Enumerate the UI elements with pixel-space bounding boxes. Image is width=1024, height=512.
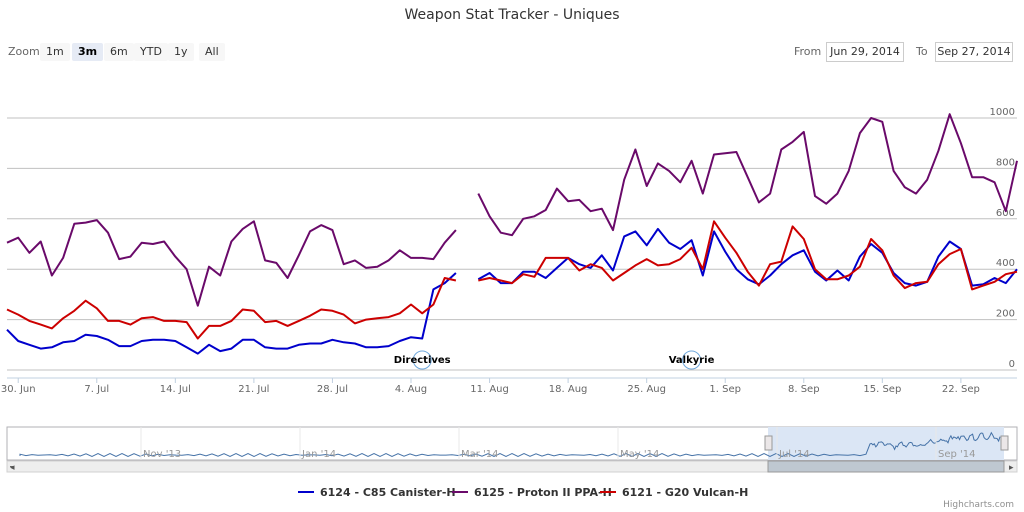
- scrollbar-track[interactable]: [6, 460, 1018, 473]
- navigator[interactable]: Nov '13 Jan '14 Mar '14 May '14 Jul '14 Sep '…: [6, 426, 1018, 473]
- x-tick-label: 22. Sep: [942, 384, 980, 395]
- x-tick-label: 21. Jul: [238, 384, 269, 395]
- navigator-handle-left[interactable]: [764, 435, 773, 451]
- navigator-label: Jul '14: [778, 449, 810, 460]
- navigator-label: Nov '13: [143, 449, 181, 460]
- y-tick-label: 1000: [990, 107, 1015, 118]
- series-line-1[interactable]: [6, 227, 1018, 355]
- x-tick-label: 28. Jul: [317, 384, 348, 395]
- to-date-input[interactable]: Sep 27, 2014: [935, 42, 1013, 62]
- y-tick-label: 800: [996, 157, 1015, 168]
- flag-marker[interactable]: [412, 350, 432, 370]
- x-tick-label: 30. Jun: [1, 384, 36, 395]
- x-tick-label: 11. Aug: [470, 384, 509, 395]
- x-tick-label: 4. Aug: [395, 384, 427, 395]
- zoom-button-all[interactable]: All: [199, 43, 225, 61]
- legend-swatch-series-3: [600, 491, 616, 493]
- x-tick-label: 8. Sep: [788, 384, 820, 395]
- scrollbar-thumb[interactable]: [767, 460, 1005, 473]
- x-tick-label: 1. Sep: [709, 384, 741, 395]
- zoom-button-1m[interactable]: 1m: [40, 43, 70, 61]
- credits-link[interactable]: Highcharts.com: [943, 500, 1014, 510]
- scroll-right-icon[interactable]: ▸: [1009, 463, 1014, 473]
- series-line-3[interactable]: [6, 220, 1018, 340]
- y-axis-ticks: 0 200 400 600 800 1000: [990, 107, 1015, 370]
- zoom-button-ytd[interactable]: YTD: [134, 43, 168, 61]
- series-lines: [6, 113, 1018, 355]
- legend-label-series-2: 6125 - Proton II PPA-H: [474, 486, 612, 499]
- zoom-button-3m[interactable]: 3m: [72, 43, 104, 61]
- navigator-label: May '14: [620, 449, 659, 460]
- event-flags: Directives Valkyrie: [394, 350, 715, 370]
- to-label: To: [916, 45, 928, 58]
- y-tick-label: 600: [996, 208, 1015, 219]
- y-tick-label: 0: [1009, 359, 1015, 370]
- navigator-label: Mar '14: [461, 449, 499, 460]
- flag-label: Directives: [394, 355, 451, 366]
- zoom-button-1y[interactable]: 1y: [168, 43, 194, 61]
- flag-marker[interactable]: [682, 350, 702, 370]
- x-tick-label: 15. Sep: [863, 384, 901, 395]
- legend-item-series-1[interactable]: 6124 - C85 Canister-H: [298, 486, 456, 499]
- chart-title: Weapon Stat Tracker - Uniques: [404, 7, 620, 23]
- series-line-2[interactable]: [6, 113, 1018, 307]
- navigator-selection[interactable]: [768, 427, 1004, 460]
- legend-label-series-1: 6124 - C85 Canister-H: [320, 486, 456, 499]
- x-tick-label: 7. Jul: [84, 384, 109, 395]
- x-tick-label: 18. Aug: [549, 384, 588, 395]
- legend-item-series-2[interactable]: 6125 - Proton II PPA-H: [452, 486, 612, 499]
- legend-label-series-3: 6121 - G20 Vulcan-H: [622, 486, 749, 499]
- navigator-handle-right[interactable]: [1000, 435, 1009, 451]
- flag-label: Valkyrie: [669, 355, 715, 366]
- x-axis-ticks: 30. Jun 7. Jul 14. Jul 21. Jul 28. Jul 4. Aug…: [1, 377, 1017, 395]
- x-tick-label: 25. Aug: [627, 384, 666, 395]
- from-date-input[interactable]: Jun 29, 2014: [826, 42, 904, 62]
- y-tick-label: 400: [996, 258, 1015, 269]
- legend-swatch-series-1: [298, 491, 314, 493]
- x-tick-label: 14. Jul: [160, 384, 191, 395]
- zoom-label: Zoom: [8, 45, 40, 58]
- legend-item-series-3[interactable]: 6121 - G20 Vulcan-H: [600, 486, 748, 499]
- navigator-label: Sep '14: [938, 449, 976, 460]
- scroll-left-icon[interactable]: ◂: [10, 463, 15, 473]
- from-label: From: [794, 45, 822, 58]
- navigator-series: [19, 431, 1001, 458]
- legend-swatch-series-2: [452, 491, 468, 493]
- grid-lines: [7, 117, 1017, 371]
- navigator-label: Jan '14: [301, 449, 336, 460]
- y-tick-label: 200: [996, 309, 1015, 320]
- zoom-button-6m[interactable]: 6m: [104, 43, 134, 61]
